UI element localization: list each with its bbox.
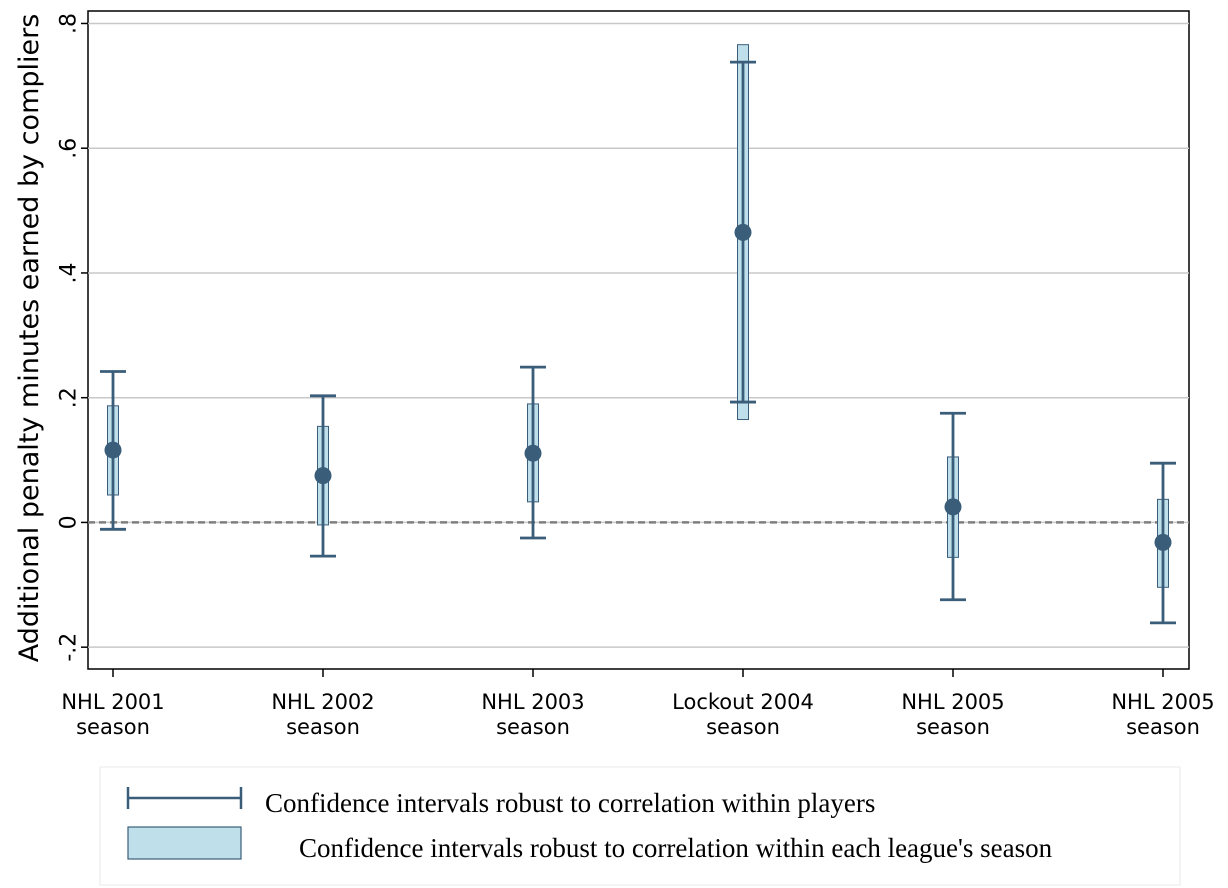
y-tick-label: -.2	[57, 633, 82, 662]
x-tick-label-season: season	[1126, 715, 1200, 739]
y-tick-label: .2	[57, 387, 82, 408]
point-estimate-marker	[314, 467, 332, 485]
y-tick-label: .6	[57, 138, 82, 159]
x-tick-label: NHL 2005	[901, 690, 1004, 714]
x-tick-label: NHL 2005	[1111, 690, 1214, 714]
x-tick-label: Lockout 2004	[672, 690, 814, 714]
legend-frame	[99, 766, 1181, 886]
legend-key-season	[127, 826, 242, 860]
x-tick-label: NHL 2002	[271, 690, 374, 714]
x-tick-label-season: season	[496, 715, 570, 739]
y-tick-label: .8	[57, 13, 82, 34]
legend: Confidence intervals robust to correlati…	[99, 766, 1181, 886]
x-tick-label-season: season	[916, 715, 990, 739]
legend-key-players	[126, 787, 243, 809]
series-layer	[100, 44, 1176, 625]
plot-frame	[87, 10, 1190, 670]
grid-layer	[88, 22, 1189, 648]
legend-label-players: Confidence intervals robust to correlati…	[265, 788, 875, 818]
point-estimate-marker	[734, 223, 752, 241]
x-tick-label-season: season	[76, 715, 150, 739]
point-estimate-marker	[104, 441, 122, 459]
x-tick-label: NHL 2001	[61, 690, 164, 714]
y-tick-label: 0	[57, 515, 82, 529]
y-tick-label: .4	[57, 262, 82, 283]
point-estimate-marker	[944, 498, 962, 516]
legend-label-season: Confidence intervals robust to correlati…	[299, 833, 1053, 863]
point-estimate-marker	[524, 444, 542, 462]
x-tick-label-season: season	[706, 715, 780, 739]
point-estimate-marker	[1154, 533, 1172, 551]
y-axis-ticks: -.2 0 .2 .4 .6 .8	[57, 13, 88, 662]
x-tick-label: NHL 2003	[481, 690, 584, 714]
x-tick-label-season: season	[286, 715, 360, 739]
y-axis-label: Additional penalty minutes earned by com…	[14, 14, 45, 663]
